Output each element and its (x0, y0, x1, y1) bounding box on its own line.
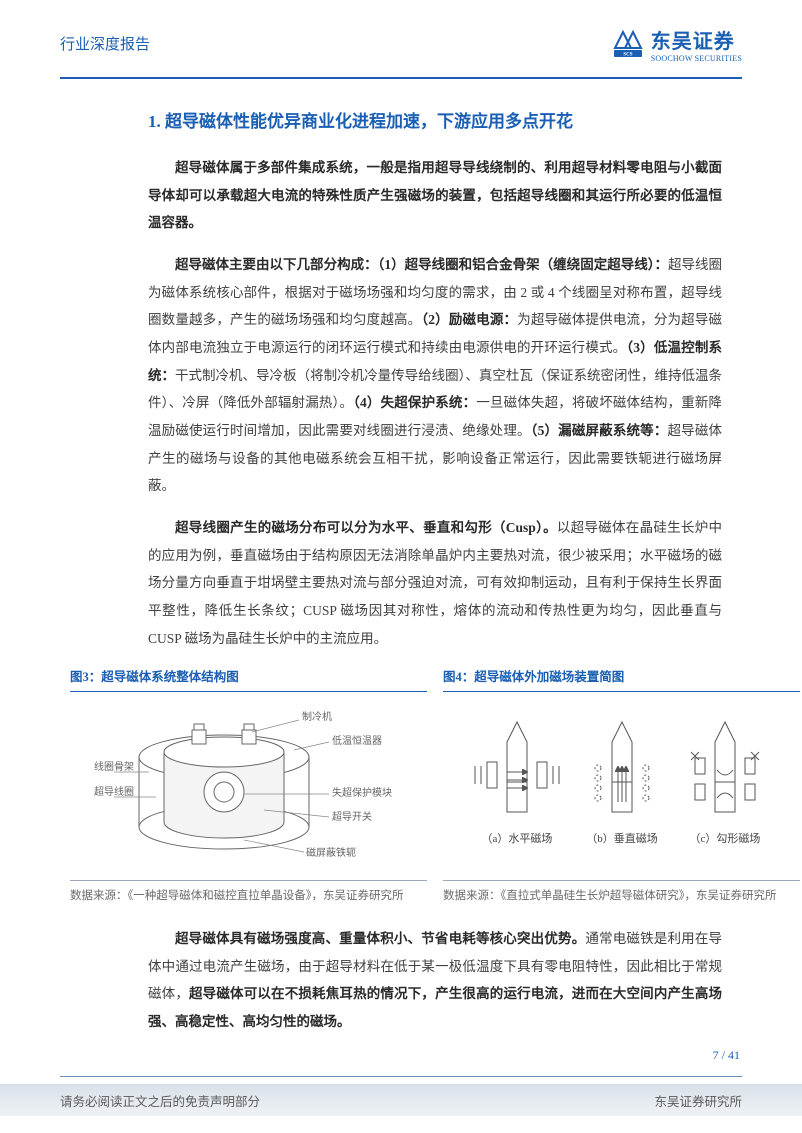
page-number: 7 / 41 (713, 1048, 740, 1063)
section-title: 1. 超导磁体性能优异商业化进程加速，下游应用多点开花 (148, 107, 722, 132)
p4-bold-a: 超导磁体具有磁场强度高、重量体积小、节省电耗等核心突出优势。 (175, 931, 585, 946)
report-type-label: 行业深度报告 (60, 33, 150, 54)
brand-logo: SCS 东吴证券 SOOCHOW SECURITIES (611, 24, 742, 63)
section-title-text: 超导磁体性能优异商业化进程加速，下游应用多点开花 (165, 112, 573, 131)
fig4-diagram-icon: （a）水平磁场 （b）垂直磁场 （c）勾形磁场 (467, 702, 777, 872)
p1-bold: 超导磁体属于多部件集成系统，一般是指用超导导线绕制的、利用超导材料零电阻与小截面… (148, 160, 722, 230)
footer-bar: 请务必阅读正文之后的免责声明部分 东吴证券研究所 (0, 1084, 802, 1116)
p3-bold: 超导线圈产生的磁场分布可以分为水平、垂直和勾形（Cusp）。 (175, 520, 557, 535)
main-content: 1. 超导磁体性能优异商业化进程加速，下游应用多点开花 超导磁体属于多部件集成系… (0, 79, 802, 1036)
section-number: 1. (148, 112, 161, 131)
paragraph-2: 超导磁体主要由以下几部分构成：（1）超导线圈和铝合金骨架（缠绕固定超导线）：超导… (148, 251, 722, 500)
fig3-source: 数据来源：《一种超导磁体和磁控直拉单晶设备》，东吴证券研究所 (70, 887, 427, 907)
institute-name: 东吴证券研究所 (654, 1091, 742, 1110)
logo-text-cn: 东吴证券 (651, 25, 742, 54)
fig3-title: 图3：超导磁体系统整体结构图 (70, 666, 427, 692)
p4-bold-b: 超导磁体可以在不损耗焦耳热的情况下，产生很高的运行电流，进而在大空间内产生高场强… (148, 986, 722, 1029)
fig3-l3: 线圈骨架 (94, 760, 134, 773)
fig3-body: 制冷机 低温恒温器 线圈骨架 超导线圈 失超保护模块 超导开关 磁屏蔽铁轭 (70, 702, 427, 872)
fig4-cap-c: （c）勾形磁场 (689, 831, 760, 845)
fig3-diagram-icon: 制冷机 低温恒温器 线圈骨架 超导线圈 失超保护模块 超导开关 磁屏蔽铁轭 (94, 702, 404, 872)
fig3-l7: 磁屏蔽铁轭 (306, 846, 356, 859)
fig4-source-rule: 数据来源：《直拉式单晶硅生长炉超导磁体研究》，东吴证券研究所 (443, 880, 800, 907)
page-header: 行业深度报告 SCS 东吴证券 SOOCHOW SECURITIES (0, 0, 802, 73)
paragraph-3: 超导线圈产生的磁场分布可以分为水平、垂直和勾形（Cusp）。以超导磁体在晶硅生长… (148, 514, 722, 652)
fig3-l6: 超导开关 (332, 810, 372, 823)
fig3-l5: 失超保护模块 (332, 786, 392, 799)
disclaimer-text: 请务必阅读正文之后的免责声明部分 (60, 1091, 260, 1110)
figure-4: 图4：超导磁体外加磁场装置简图 (435, 666, 802, 907)
footer-rule (60, 1076, 742, 1078)
fig4-body: （a）水平磁场 （b）垂直磁场 （c）勾形磁场 (443, 702, 800, 872)
logo-sub-text: SCS (623, 53, 632, 58)
p2-b2: （2）励磁电源： (421, 312, 517, 327)
logo-mark-icon: SCS (611, 24, 645, 63)
fig4-cap-b: （b）垂直磁场 (586, 831, 658, 845)
fig3-l1: 制冷机 (302, 710, 332, 723)
paragraph-4: 超导磁体具有磁场强度高、重量体积小、节省电耗等核心突出优势。通常电磁铁是利用在导… (148, 925, 722, 1036)
p2-b4: （4）失超保护系统： (353, 395, 476, 410)
paragraph-1: 超导磁体属于多部件集成系统，一般是指用超导导线绕制的、利用超导材料零电阻与小截面… (148, 154, 722, 237)
fig4-source: 数据来源：《直拉式单晶硅生长炉超导磁体研究》，东吴证券研究所 (443, 887, 800, 907)
fig4-title: 图4：超导磁体外加磁场装置简图 (443, 666, 800, 692)
p2-lead: 超导磁体主要由以下几部分构成：（1）超导线圈和铝合金骨架（缠绕固定超导线）： (175, 257, 668, 272)
fig4-cap-a: （a）水平磁场 (481, 831, 552, 845)
figure-row: 图3：超导磁体系统整体结构图 (62, 666, 802, 907)
fig3-source-rule: 数据来源：《一种超导磁体和磁控直拉单晶设备》，东吴证券研究所 (70, 880, 427, 907)
figure-3: 图3：超导磁体系统整体结构图 (62, 666, 435, 907)
p2-b5: （5）漏磁屏蔽系统等： (531, 423, 668, 438)
p3-rest: 以超导磁体在晶硅生长炉中的应用为例，垂直磁场由于结构原因无法消除单晶炉内主要热对… (148, 520, 722, 646)
fig3-l4: 超导线圈 (94, 785, 134, 798)
fig3-l2: 低温恒温器 (332, 734, 382, 747)
logo-text-en: SOOCHOW SECURITIES (651, 54, 742, 63)
